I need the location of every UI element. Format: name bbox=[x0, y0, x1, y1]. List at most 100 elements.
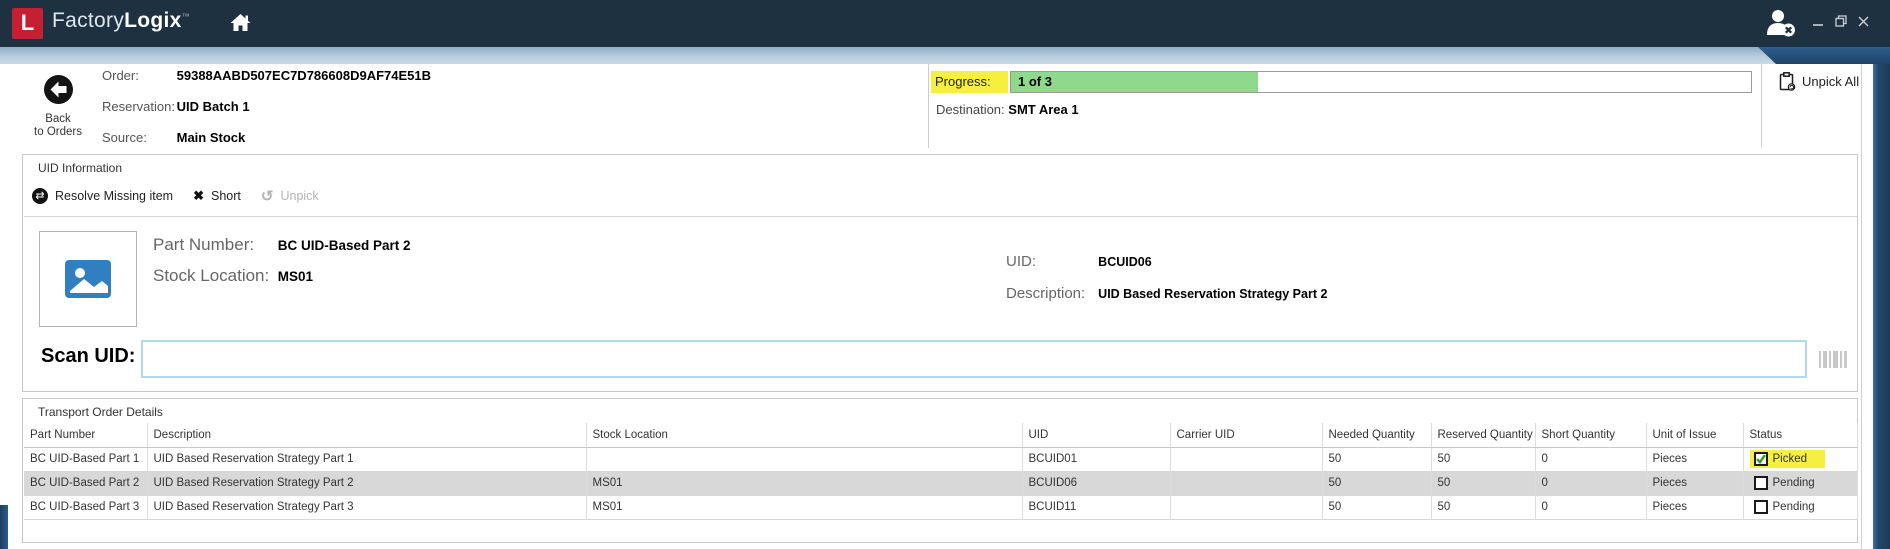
user-logout-icon[interactable] bbox=[1764, 7, 1798, 44]
short-icon: ✖ bbox=[193, 188, 204, 203]
column-header[interactable]: Needed Quantity bbox=[1322, 423, 1432, 448]
table-header-row: Part Number Description Stock Location UID C… bbox=[24, 423, 1858, 448]
window-left-border bbox=[0, 505, 8, 549]
progress-fill bbox=[1011, 72, 1259, 92]
table-cell: BC UID-Based Part 2 bbox=[24, 471, 148, 496]
column-header[interactable]: Description bbox=[147, 423, 587, 448]
unpick-all-icon bbox=[1779, 72, 1796, 91]
table-cell: 50 bbox=[1431, 471, 1536, 496]
status-badge: Pending bbox=[1750, 498, 1819, 516]
status-badge: Pending bbox=[1750, 474, 1819, 492]
table-cell: UID Based Reservation Strategy Part 2 bbox=[147, 471, 587, 496]
resolve-icon: ⇄ bbox=[32, 188, 48, 204]
table-cell: Pieces bbox=[1646, 495, 1744, 520]
destination-label: Destination: bbox=[936, 102, 1005, 117]
column-header[interactable]: Short Quantity bbox=[1535, 423, 1647, 448]
order-value: 59388AABD507EC7D786608D9AF74E51B bbox=[176, 68, 432, 83]
accent-bar-dark-segment bbox=[1758, 47, 1890, 64]
uid-value: BCUID06 bbox=[1098, 255, 1152, 269]
app-title: FactoryLogix™ bbox=[52, 9, 190, 33]
scan-uid-label: Scan UID: bbox=[41, 345, 136, 367]
back-label-line2: to Orders bbox=[34, 125, 82, 138]
column-header[interactable]: Stock Location bbox=[586, 423, 1023, 448]
status-label: Picked bbox=[1772, 453, 1808, 465]
column-header[interactable]: Reserved Quantity bbox=[1431, 423, 1536, 448]
column-header[interactable]: Part Number bbox=[24, 423, 148, 448]
table-cell bbox=[1170, 447, 1323, 472]
table-row[interactable]: BC UID-Based Part 1 UID Based Reservation… bbox=[24, 447, 1858, 472]
minimize-icon[interactable] bbox=[1810, 14, 1826, 28]
description-field: Description: UID Based Reservation Strat… bbox=[1006, 285, 1327, 302]
table-cell: 0 bbox=[1535, 471, 1647, 496]
table-cell bbox=[586, 447, 1023, 472]
part-number-field: Part Number: BC UID-Based Part 2 bbox=[153, 235, 411, 255]
uid-toolbar: ⇄ Resolve Missing item ✖ Short ↺ Unpick bbox=[32, 185, 319, 207]
pending-checkbox[interactable] bbox=[1753, 475, 1768, 490]
stock-location-label: Stock Location: bbox=[153, 266, 270, 285]
description-value: UID Based Reservation Strategy Part 2 bbox=[1098, 287, 1328, 301]
transport-order-details-title: Transport Order Details bbox=[38, 405, 163, 419]
column-header[interactable]: Carrier UID bbox=[1170, 423, 1323, 448]
source-field: Source: Main Stock bbox=[102, 130, 245, 145]
resolve-missing-item-button[interactable]: ⇄ Resolve Missing item bbox=[32, 188, 173, 204]
status-cell: Pending bbox=[1743, 471, 1858, 496]
uid-label: UID: bbox=[1006, 253, 1036, 270]
table-row[interactable]: BC UID-Based Part 2 UID Based Reservation… bbox=[24, 471, 1858, 496]
table-cell: BC UID-Based Part 3 bbox=[24, 495, 148, 520]
back-to-orders-button[interactable]: Back to Orders bbox=[28, 74, 88, 138]
table-cell: Pieces bbox=[1646, 471, 1744, 496]
stock-location-field: Stock Location: MS01 bbox=[153, 266, 313, 286]
stock-location-value: MS01 bbox=[277, 269, 314, 284]
column-header[interactable]: Unit of Issue bbox=[1646, 423, 1744, 448]
column-header[interactable]: UID bbox=[1022, 423, 1171, 448]
short-button[interactable]: ✖ Short bbox=[193, 188, 241, 204]
reservation-label: Reservation: bbox=[102, 99, 175, 114]
status-cell: Picked bbox=[1743, 447, 1858, 472]
header-separator-right bbox=[1761, 64, 1762, 148]
uid-information-title: UID Information bbox=[38, 161, 123, 175]
restore-icon[interactable] bbox=[1833, 14, 1849, 28]
unpick-button[interactable]: ↺ Unpick bbox=[261, 187, 319, 205]
brand-trademark: ™ bbox=[181, 12, 190, 21]
picked-checkbox[interactable] bbox=[1753, 452, 1768, 466]
table-cell: 50 bbox=[1322, 471, 1432, 496]
unpick-label: Unpick bbox=[280, 189, 319, 203]
destination-field: Destination: SMT Area 1 bbox=[936, 102, 1079, 117]
table-cell: 50 bbox=[1431, 447, 1536, 472]
transport-order-table: Part Number Description Stock Location UID C… bbox=[24, 423, 1858, 520]
unpick-icon: ↺ bbox=[260, 188, 274, 205]
table-cell bbox=[1170, 471, 1323, 496]
order-field: Order: 59388AABD507EC7D786608D9AF74E51B bbox=[102, 68, 431, 83]
resolve-label: Resolve Missing item bbox=[55, 189, 174, 203]
unpick-all-button[interactable]: Unpick All bbox=[1779, 72, 1859, 91]
brand-logix: Logix bbox=[124, 9, 182, 32]
header-separator-left bbox=[928, 64, 929, 148]
short-label: Short bbox=[211, 189, 241, 203]
column-header[interactable]: Status bbox=[1743, 423, 1858, 448]
table-cell: UID Based Reservation Strategy Part 1 bbox=[147, 447, 587, 472]
reservation-field: Reservation: UID Batch 1 bbox=[102, 99, 250, 114]
destination-value: SMT Area 1 bbox=[1008, 102, 1079, 117]
right-edge-divider bbox=[1861, 64, 1862, 549]
table-cell: 0 bbox=[1535, 447, 1647, 472]
unpick-all-label: Unpick All bbox=[1802, 74, 1860, 89]
home-icon[interactable] bbox=[228, 11, 253, 40]
transport-order-details-group: Transport Order Details Part Number Descr… bbox=[22, 398, 1858, 543]
close-icon[interactable] bbox=[1855, 14, 1871, 28]
window-right-border bbox=[1873, 64, 1890, 549]
progress-bar: 1 of 3 bbox=[1010, 71, 1752, 93]
pending-checkbox[interactable] bbox=[1753, 499, 1768, 514]
back-label-line1: Back bbox=[45, 113, 71, 125]
order-label: Order: bbox=[102, 68, 139, 83]
status-label: Pending bbox=[1772, 476, 1815, 489]
scan-uid-input[interactable] bbox=[141, 340, 1807, 378]
progress-label: Progress: bbox=[931, 71, 1008, 93]
table-row[interactable]: BC UID-Based Part 3 UID Based Reservation… bbox=[24, 495, 1858, 520]
factorylogix-logo: L bbox=[12, 8, 43, 39]
title-bar: L FactoryLogix™ bbox=[0, 0, 1890, 47]
table-cell: BCUID01 bbox=[1022, 447, 1171, 472]
source-label: Source: bbox=[102, 130, 147, 145]
table-cell: BCUID11 bbox=[1022, 495, 1171, 520]
table-cell: 50 bbox=[1322, 495, 1432, 520]
